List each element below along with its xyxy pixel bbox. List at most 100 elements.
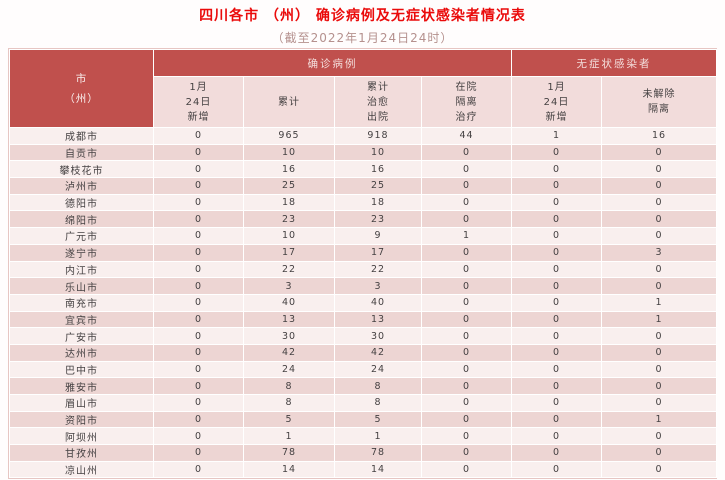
city-name: 资阳市 xyxy=(9,410,154,429)
cell-value: 44 xyxy=(421,127,512,145)
cell-value: 0 xyxy=(153,243,244,262)
city-name: 广安市 xyxy=(9,327,154,345)
cell-value: 18 xyxy=(334,193,422,212)
table-row: 德阳市 0 18 18 0 0 0 xyxy=(9,193,717,212)
city-name: 泸州市 xyxy=(9,177,154,195)
city-name: 甘孜州 xyxy=(9,444,154,462)
city-name: 自贡市 xyxy=(9,143,154,162)
cell-value: 0 xyxy=(511,260,602,279)
cell-value: 0 xyxy=(153,427,244,446)
cell-value: 3 xyxy=(601,243,717,262)
cell-value: 10 xyxy=(334,143,422,162)
table-row: 南充市 0 40 40 0 0 1 xyxy=(9,293,717,312)
cell-value: 0 xyxy=(601,360,717,379)
table-row: 眉山市 0 8 8 0 0 0 xyxy=(9,394,717,412)
cell-value: 40 xyxy=(243,293,335,312)
cell-value: 16 xyxy=(334,160,422,179)
cell-value: 0 xyxy=(421,410,512,429)
cell-value: 0 xyxy=(153,444,244,462)
cell-value: 3 xyxy=(334,277,422,295)
city-name: 雅安市 xyxy=(9,377,154,395)
table-row: 凉山州 0 14 14 0 0 0 xyxy=(9,460,717,479)
cell-value: 8 xyxy=(243,377,335,395)
cell-value: 0 xyxy=(421,394,512,412)
cell-value: 0 xyxy=(511,177,602,195)
cell-value: 0 xyxy=(601,343,717,362)
cell-value: 0 xyxy=(421,193,512,212)
sub-header-asymptomatic-new-jan24: 1月 24日 新增 xyxy=(511,76,602,128)
cell-value: 0 xyxy=(153,310,244,329)
city-name: 凉山州 xyxy=(9,460,154,479)
table-row: 广元市 0 10 9 1 0 0 xyxy=(9,227,717,245)
table-row: 攀枝花市 0 16 16 0 0 0 xyxy=(9,160,717,179)
cell-value: 0 xyxy=(511,377,602,395)
city-name: 广元市 xyxy=(9,227,154,245)
cell-value: 0 xyxy=(601,227,717,245)
table-row: 宜宾市 0 13 13 0 0 1 xyxy=(9,310,717,329)
table-row: 广安市 0 30 30 0 0 0 xyxy=(9,327,717,345)
table-row: 达州市 0 42 42 0 0 0 xyxy=(9,343,717,362)
city-name: 德阳市 xyxy=(9,193,154,212)
cell-value: 22 xyxy=(243,260,335,279)
stats-table-container: 市 （州） 确诊病例 无症状感染者 1月 24日 新增 累计 累计 治愈 出院 … xyxy=(8,48,717,480)
cell-value: 24 xyxy=(243,360,335,379)
city-name: 眉山市 xyxy=(9,394,154,412)
cell-value: 0 xyxy=(601,210,717,229)
cell-value: 0 xyxy=(601,160,717,179)
cell-value: 22 xyxy=(334,260,422,279)
table-row: 遂宁市 0 17 17 0 0 3 xyxy=(9,243,717,262)
cell-value: 0 xyxy=(153,260,244,279)
cell-value: 18 xyxy=(243,193,335,212)
cell-value: 0 xyxy=(511,293,602,312)
cell-value: 17 xyxy=(334,243,422,262)
cell-value: 0 xyxy=(601,193,717,212)
table-row: 巴中市 0 24 24 0 0 0 xyxy=(9,360,717,379)
cell-value: 1 xyxy=(511,127,602,145)
cell-value: 0 xyxy=(511,227,602,245)
cell-value: 0 xyxy=(153,343,244,362)
cell-value: 42 xyxy=(243,343,335,362)
table-row: 绵阳市 0 23 23 0 0 0 xyxy=(9,210,717,229)
cell-value: 78 xyxy=(334,444,422,462)
cell-value: 0 xyxy=(421,343,512,362)
cell-value: 0 xyxy=(421,327,512,345)
table-row: 甘孜州 0 78 78 0 0 0 xyxy=(9,444,717,462)
cell-value: 0 xyxy=(601,460,717,479)
sub-header-cured-discharged: 累计 治愈 出院 xyxy=(334,76,422,128)
cell-value: 0 xyxy=(153,177,244,195)
cell-value: 0 xyxy=(421,310,512,329)
cell-value: 0 xyxy=(153,210,244,229)
cell-value: 1 xyxy=(601,293,717,312)
table-body: 成都市 0 965 918 44 1 16 自贡市 0 10 10 0 0 0 … xyxy=(9,127,717,479)
cell-value: 16 xyxy=(243,160,335,179)
cell-value: 965 xyxy=(243,127,335,145)
cell-value: 16 xyxy=(601,127,717,145)
cell-value: 10 xyxy=(243,143,335,162)
cell-value: 0 xyxy=(153,193,244,212)
cell-value: 0 xyxy=(421,160,512,179)
sub-header-cumulative: 累计 xyxy=(243,76,335,128)
cell-value: 0 xyxy=(421,444,512,462)
cell-value: 0 xyxy=(511,327,602,345)
city-name: 攀枝花市 xyxy=(9,160,154,179)
city-name: 南充市 xyxy=(9,293,154,312)
cell-value: 10 xyxy=(243,227,335,245)
cell-value: 0 xyxy=(601,177,717,195)
cell-value: 14 xyxy=(243,460,335,479)
cell-value: 1 xyxy=(601,410,717,429)
city-name: 乐山市 xyxy=(9,277,154,295)
cell-value: 0 xyxy=(601,394,717,412)
cell-value: 14 xyxy=(334,460,422,479)
table-row: 资阳市 0 5 5 0 0 1 xyxy=(9,410,717,429)
cell-value: 0 xyxy=(153,377,244,395)
cell-value: 0 xyxy=(153,277,244,295)
cell-value: 25 xyxy=(334,177,422,195)
cell-value: 0 xyxy=(511,193,602,212)
cell-value: 8 xyxy=(334,394,422,412)
table-row: 自贡市 0 10 10 0 0 0 xyxy=(9,143,717,162)
cell-value: 0 xyxy=(421,143,512,162)
cell-value: 0 xyxy=(421,427,512,446)
cell-value: 0 xyxy=(153,460,244,479)
cell-value: 0 xyxy=(421,377,512,395)
cell-value: 918 xyxy=(334,127,422,145)
